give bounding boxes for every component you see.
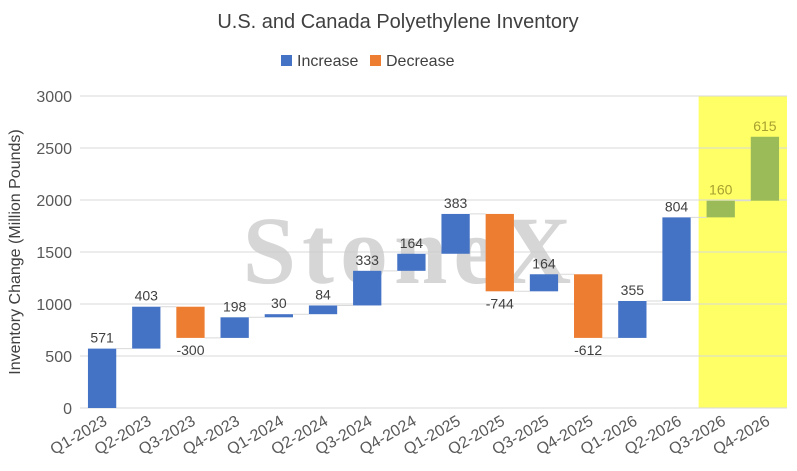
bar-q1-2023 [87,348,117,408]
data-label: 403 [135,288,159,304]
y-tick-label: 2500 [36,141,72,158]
data-label: 383 [444,195,468,211]
bar-q2-2024 [308,305,338,315]
bar-q1-2024 [264,314,293,318]
data-label: 355 [621,282,645,298]
bar-q2-2025 [485,213,514,292]
chart-title: U.S. and Canada Polyethylene Inventory [217,11,578,33]
data-label: 164 [532,255,556,271]
y-tick-label: 1500 [36,245,72,262]
legend-swatch-decrease [370,55,381,66]
legend-label-increase: Increase [297,53,358,70]
bar-q3-2026 [706,200,735,218]
data-label: 160 [709,182,733,198]
data-label: 198 [223,298,247,314]
y-tick-label: 0 [63,401,72,418]
data-label: 804 [665,198,689,214]
legend: Increase Decrease [281,53,455,70]
y-tick-label: 3000 [36,89,72,106]
data-label: 571 [90,330,114,346]
data-label: 615 [753,118,777,134]
bar-q3-2023 [176,306,205,338]
data-label: 164 [400,235,424,251]
legend-swatch-increase [281,55,292,66]
bar-q3-2024 [353,270,382,306]
bar-q4-2024 [397,253,426,271]
y-tick-label: 2000 [36,193,72,210]
legend-label-decrease: Decrease [386,53,455,70]
bar-q2-2023 [132,306,161,349]
data-label: 84 [315,286,331,302]
bar-q2-2026 [662,217,691,301]
bar-q1-2025 [441,213,470,254]
data-label: 30 [271,295,287,311]
data-label: 333 [356,252,380,268]
y-axis-label: Inventory Change (Million Pounds) [7,129,24,374]
y-tick-label: 500 [45,349,72,366]
bar-q4-2026 [750,136,780,201]
bar-q3-2025 [529,274,559,292]
bar-q4-2025 [574,274,603,338]
bar-q4-2023 [220,317,249,338]
y-tick-label: 1000 [36,297,72,314]
data-label: -300 [176,342,204,358]
data-label: -612 [574,342,602,358]
bar-q1-2026 [618,300,647,338]
watermark: StoneX [243,197,578,304]
data-label: -744 [486,295,514,311]
